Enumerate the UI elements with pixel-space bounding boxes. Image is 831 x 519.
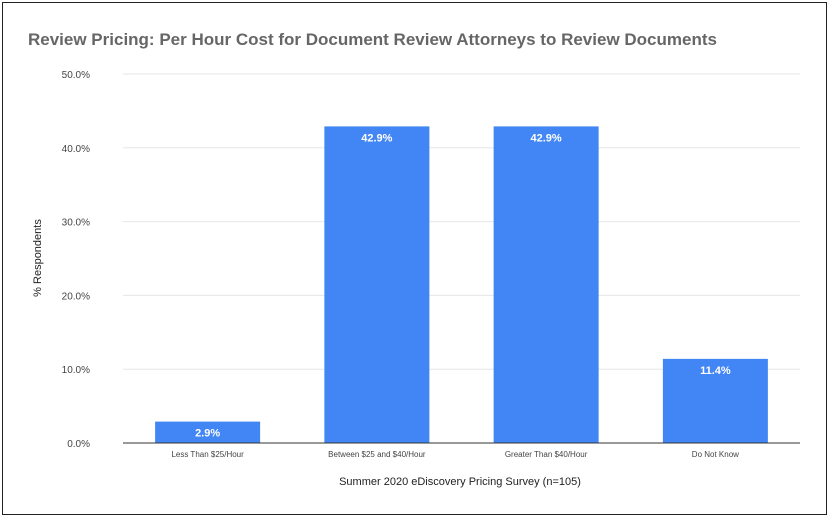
bar [324,126,430,443]
y-tick-label: 20.0% [62,291,90,302]
data-label: 2.9% [195,428,220,440]
y-axis-title: % Respondents [32,219,44,297]
gridlines [123,73,800,370]
category-labels: Less Than $25/Hour Between $25 and $40/Ho… [171,450,739,459]
bars [155,126,768,443]
y-tick-labels: 0.0% 10.0% 20.0% 30.0% 40.0% 50.0% [62,70,90,450]
category-label: Between $25 and $40/Hour [328,450,426,459]
chart-title: Review Pricing: Per Hour Cost for Docume… [28,30,717,49]
y-tick-label: 30.0% [62,218,90,229]
y-tick-label: 50.0% [62,70,90,81]
y-tick-label: 0.0% [67,439,90,450]
data-labels: 2.9% 42.9% 42.9% 11.4% [195,132,731,439]
data-label: 11.4% [700,365,731,377]
bar [155,421,261,443]
data-label: 42.9% [361,132,392,144]
category-label: Less Than $25/Hour [171,450,244,459]
y-tick-label: 10.0% [62,365,90,376]
y-tick-label: 40.0% [62,144,90,155]
category-label: Do Not Know [692,450,739,459]
bar [493,126,599,443]
bar [662,358,768,443]
data-label: 42.9% [531,132,562,144]
category-label: Greater Than $40/Hour [505,450,588,459]
x-axis-title: Summer 2020 eDiscovery Pricing Survey (n… [339,476,581,488]
